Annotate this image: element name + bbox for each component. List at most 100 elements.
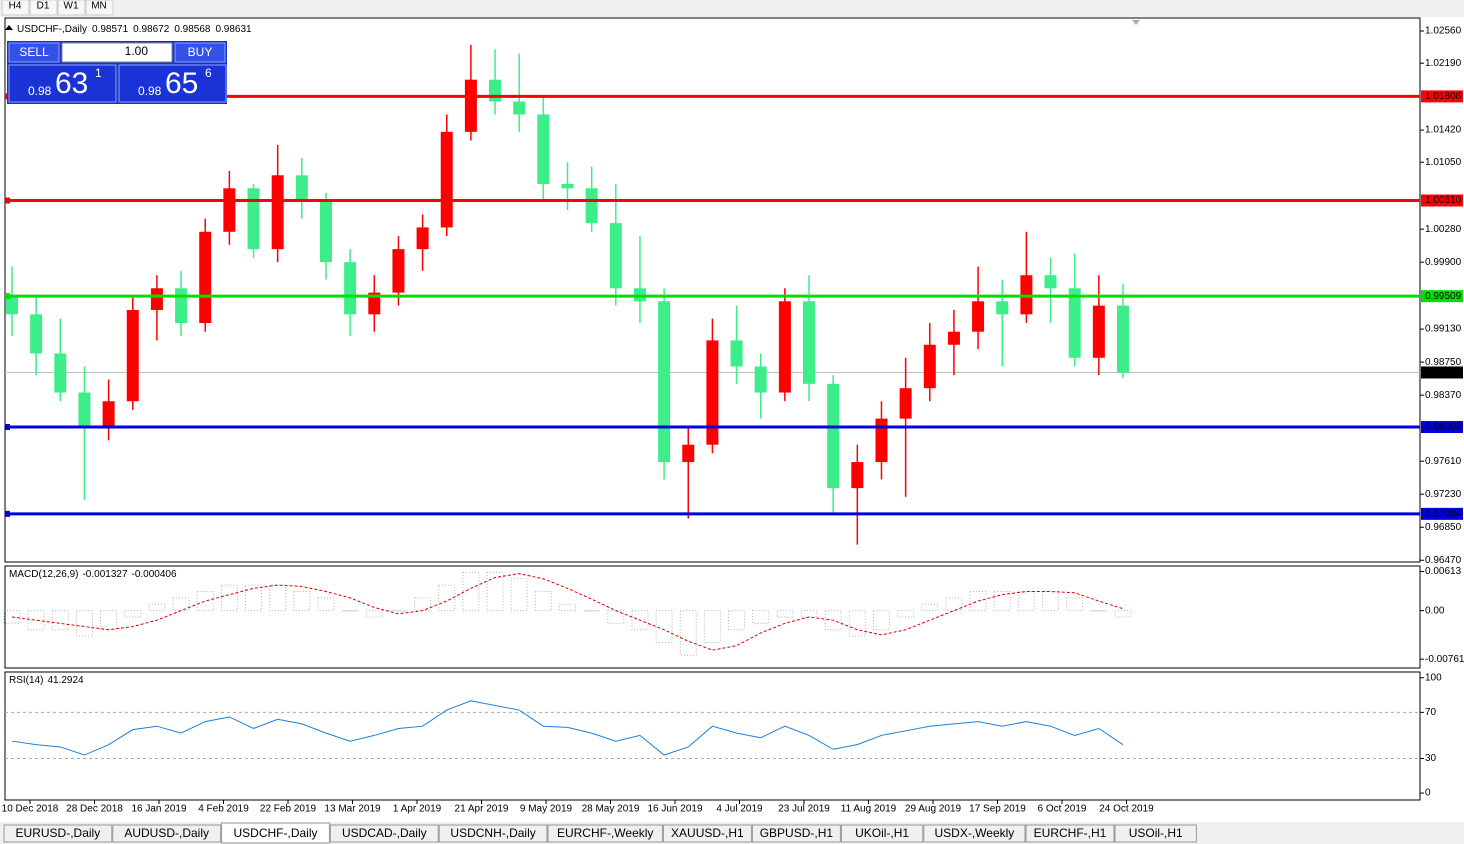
symbol-tab-label: USDCAD-,Daily <box>342 826 427 840</box>
lot-input[interactable] <box>61 42 173 63</box>
macd-bar <box>27 610 45 631</box>
level-label: 0.98003 <box>1425 422 1462 433</box>
symbol-tab[interactable] <box>751 824 841 843</box>
indicator-title: MACD(12,26,9) -0.001327 -0.000406 <box>9 569 177 580</box>
timeframe-button[interactable] <box>57 0 86 16</box>
x-tick-label: 9 May 2019 <box>520 804 573 815</box>
indicator-title: RSI(14) 41.2924 <box>9 675 84 686</box>
candle-body <box>175 288 188 324</box>
macd-bar <box>607 610 625 624</box>
timeframe-button[interactable] <box>29 0 58 16</box>
level-label: 1.00610 <box>1425 195 1462 206</box>
candle-body <box>899 388 912 419</box>
symbol-tab[interactable] <box>221 822 330 844</box>
candle-body <box>416 227 429 250</box>
level-tag <box>1421 507 1463 520</box>
candle-body <box>778 301 791 393</box>
price-tag <box>1421 366 1463 379</box>
level-tag <box>1421 194 1463 207</box>
price-main: 63 <box>55 67 88 100</box>
y-tick-label: -0.007612 <box>1425 654 1464 665</box>
y-tick-label: 1.02190 <box>1425 58 1462 69</box>
price-box[interactable] <box>118 64 227 103</box>
timeframe-button[interactable] <box>85 0 114 16</box>
macd-bar <box>776 610 794 618</box>
symbol-tab[interactable] <box>3 824 113 843</box>
x-tick-label: 17 Sep 2019 <box>969 804 1026 815</box>
macd-bar <box>872 610 890 631</box>
header-price: 0.98568 <box>174 24 211 35</box>
symbol-tab[interactable] <box>1114 824 1197 843</box>
x-tick-label: 28 Dec 2018 <box>66 804 123 815</box>
symbol-tab[interactable] <box>1025 824 1115 843</box>
macd-bar <box>148 603 166 612</box>
macd-bar <box>3 610 21 624</box>
macd-bar <box>389 610 407 612</box>
symbol-tab[interactable] <box>329 824 439 843</box>
macd-bar <box>752 610 770 624</box>
candle-body <box>875 418 888 463</box>
symbol-tab[interactable] <box>840 824 924 843</box>
header-price: 0.98631 <box>215 24 252 35</box>
toolbar <box>0 0 1464 17</box>
timeframe-button[interactable] <box>1 0 30 16</box>
y-tick-label: 0.98750 <box>1425 357 1462 368</box>
candle-body <box>1068 288 1081 358</box>
timeframe-label: D1 <box>37 1 50 12</box>
signal-line <box>11 573 1124 651</box>
macd-bar <box>51 610 69 631</box>
collapse-icon <box>5 25 13 30</box>
price-sup: 1 <box>95 66 102 80</box>
x-tick-label: 1 Apr 2019 <box>393 804 442 815</box>
y-tick-label: 0.96850 <box>1425 522 1462 533</box>
level-handle[interactable] <box>5 197 10 204</box>
x-tick-label: 4 Feb 2019 <box>198 804 249 815</box>
symbol-tab[interactable] <box>112 824 222 843</box>
level-handle[interactable] <box>5 510 10 517</box>
candle-body <box>996 301 1009 315</box>
y-tick-label: 1.01050 <box>1425 157 1462 168</box>
macd-panel <box>4 565 1421 669</box>
symbol-tab[interactable] <box>438 824 548 843</box>
macd-bar <box>728 610 746 631</box>
price-box[interactable] <box>8 64 117 103</box>
candle-body <box>464 79 477 132</box>
candle-body <box>1044 275 1057 289</box>
candle-body <box>295 175 308 202</box>
symbol-tab[interactable] <box>923 824 1026 843</box>
symbol-tab[interactable] <box>547 824 663 843</box>
level-handle[interactable] <box>5 293 10 300</box>
y-tick-label: 0.97230 <box>1425 489 1462 500</box>
sell-label: SELL <box>19 45 49 59</box>
x-tick-label: 24 Oct 2019 <box>1099 804 1154 815</box>
x-tick-label: 6 Oct 2019 <box>1038 804 1087 815</box>
macd-bar <box>583 610 601 612</box>
candle-body <box>803 301 816 384</box>
symbol-tab-label: UKOil-,H1 <box>855 826 909 840</box>
x-tick-label: 11 Aug 2019 <box>841 804 897 815</box>
sell-button[interactable] <box>8 42 60 63</box>
x-tick-label: 4 Jul 2019 <box>716 804 763 815</box>
indicator-value: RSI(14) <box>9 675 43 686</box>
candle-body <box>440 131 453 228</box>
x-tick-label: 16 Jan 2019 <box>131 804 186 815</box>
header-price: 0.98571 <box>92 24 129 35</box>
y-tick-label: 1.00280 <box>1425 224 1462 235</box>
price-prefix: 0.98 <box>28 84 52 98</box>
candle-body <box>730 340 743 367</box>
symbol-tab-label: EURCHF-,H1 <box>1034 826 1107 840</box>
buy-button[interactable] <box>174 42 226 63</box>
candle-body <box>1117 305 1129 373</box>
macd-bar <box>365 610 383 618</box>
x-tick-label: 29 Aug 2019 <box>905 804 962 815</box>
symbol-tab[interactable] <box>662 824 752 843</box>
level-tag <box>1421 421 1463 434</box>
candle-body <box>947 331 960 345</box>
x-tick-label: 21 Apr 2019 <box>455 804 509 815</box>
candle-body <box>102 401 115 428</box>
timeframe-label: H4 <box>9 1 22 12</box>
candle-body <box>851 462 864 489</box>
level-handle[interactable] <box>5 424 10 431</box>
candle-body <box>271 175 284 250</box>
header-price: 0.98672 <box>133 24 170 35</box>
